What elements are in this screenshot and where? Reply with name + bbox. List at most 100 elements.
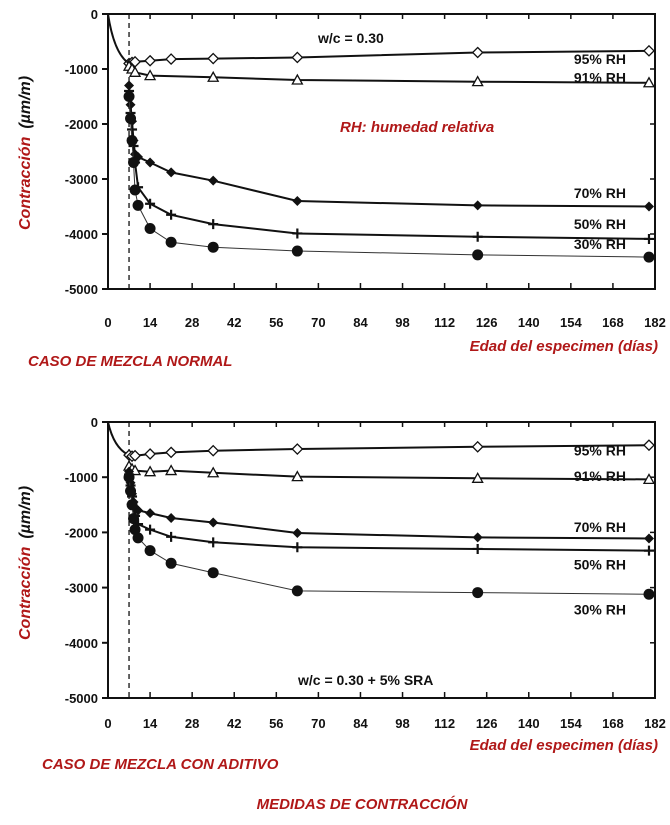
series-line — [128, 474, 650, 552]
data-point — [292, 228, 303, 239]
x-tick-label: 84 — [353, 315, 368, 330]
initial-shrinkage-curve — [107, 421, 130, 457]
series-95-rh — [123, 439, 655, 463]
data-point — [643, 545, 654, 556]
data-point — [128, 513, 140, 525]
x-tick-label: 140 — [518, 716, 540, 731]
data-point — [145, 157, 156, 168]
data-point — [291, 470, 304, 482]
data-point — [292, 196, 303, 206]
data-point — [472, 200, 483, 211]
data-point — [471, 440, 484, 453]
data-point — [127, 124, 138, 135]
data-point — [129, 184, 141, 196]
data-point — [165, 464, 178, 476]
data-point — [207, 444, 220, 457]
x-tick-label: 182 — [644, 315, 666, 330]
data-point — [165, 446, 178, 459]
y-tick-label: 0 — [91, 415, 98, 430]
series-label: 50% RH — [574, 216, 626, 232]
data-point — [125, 113, 137, 124]
series-30-rh — [123, 471, 655, 600]
chart-normal-mix: 0 -1000 -2000 -3000 -4000 -5000 0 14 28 42 56 70 84… — [17, 7, 666, 370]
y-axis-label: Contracción (µm/m) — [17, 76, 34, 230]
data-point — [123, 471, 135, 483]
x-tick-label: 0 — [104, 315, 111, 330]
y-tick-label: -3000 — [65, 172, 98, 187]
data-point — [144, 545, 156, 557]
x-tick-label: 28 — [185, 716, 199, 731]
x-tick-label: 70 — [311, 315, 325, 330]
x-tick-label: 70 — [311, 716, 325, 731]
data-point — [208, 175, 219, 186]
data-point — [165, 236, 177, 248]
series-label: 30% RH — [574, 602, 626, 618]
y-tick-label: -2000 — [65, 117, 98, 132]
data-point — [643, 533, 654, 544]
x-axis-label: Edad del especimen (días) — [470, 338, 658, 355]
x-tick-label: 168 — [602, 716, 624, 731]
data-point — [208, 537, 219, 548]
data-point — [472, 249, 484, 261]
chart-caption: CASO DE MEZCLA CON ADITIVO — [42, 756, 279, 773]
data-point — [166, 209, 177, 220]
y-axis-unit: (µm/m) — [17, 76, 34, 129]
data-point — [144, 448, 156, 460]
x-tick-label: 0 — [104, 716, 111, 731]
data-point — [291, 245, 303, 257]
series-label: 95% RH — [574, 51, 626, 67]
data-point — [208, 517, 219, 528]
x-tick-label: 126 — [476, 315, 498, 330]
data-point — [128, 157, 140, 168]
data-point — [123, 91, 135, 102]
x-tick-label: 14 — [143, 315, 158, 330]
series-line — [128, 444, 650, 458]
chart-caption: CASO DE MEZCLA NORMAL — [28, 353, 232, 370]
data-point — [165, 53, 178, 66]
data-point — [124, 80, 135, 91]
data-point — [207, 70, 220, 82]
data-point — [207, 241, 219, 253]
x-tick-label: 42 — [227, 315, 241, 330]
series-label: 50% RH — [574, 556, 626, 572]
data-point — [207, 567, 219, 579]
series-91-rh — [122, 59, 656, 88]
plot-area — [107, 13, 656, 290]
series-label: 70% RH — [574, 519, 626, 535]
data-point — [166, 513, 177, 524]
series-group — [107, 421, 656, 600]
data-point — [643, 233, 654, 244]
initial-shrinkage-curve — [107, 13, 130, 65]
x-tick-label: 14 — [143, 716, 158, 731]
data-point — [291, 585, 303, 597]
plot-area — [107, 421, 656, 699]
x-axis-label: Edad del especimen (días) — [470, 737, 658, 754]
series-line — [128, 90, 650, 240]
rh-note: RH: humedad relativa — [340, 119, 494, 136]
y-axis-label: Contracción (µm/m) — [17, 486, 34, 640]
x-tick-label: 112 — [434, 315, 455, 330]
x-tick-label: 182 — [644, 716, 666, 731]
data-point — [166, 531, 177, 542]
x-tick-labels: 0 14 28 42 56 70 84 98 112 126 140 154 168 182 — [104, 315, 665, 330]
data-point — [207, 466, 220, 478]
data-point — [643, 439, 655, 452]
x-tick-label: 42 — [227, 716, 241, 731]
data-point — [165, 557, 177, 569]
x-tick-label: 126 — [476, 716, 498, 731]
y-tick-label: -4000 — [65, 227, 98, 242]
data-point — [291, 51, 304, 64]
series-line — [128, 471, 650, 540]
data-point — [471, 46, 484, 59]
series-label: 95% RH — [574, 443, 626, 459]
series-line — [128, 85, 650, 208]
data-point — [145, 524, 156, 535]
series-label: 91% RH — [574, 468, 626, 484]
data-point — [126, 499, 138, 511]
data-point — [642, 76, 656, 88]
data-point — [144, 223, 156, 234]
data-point — [128, 65, 142, 77]
data-point — [166, 167, 177, 178]
x-tick-label: 98 — [395, 315, 409, 330]
